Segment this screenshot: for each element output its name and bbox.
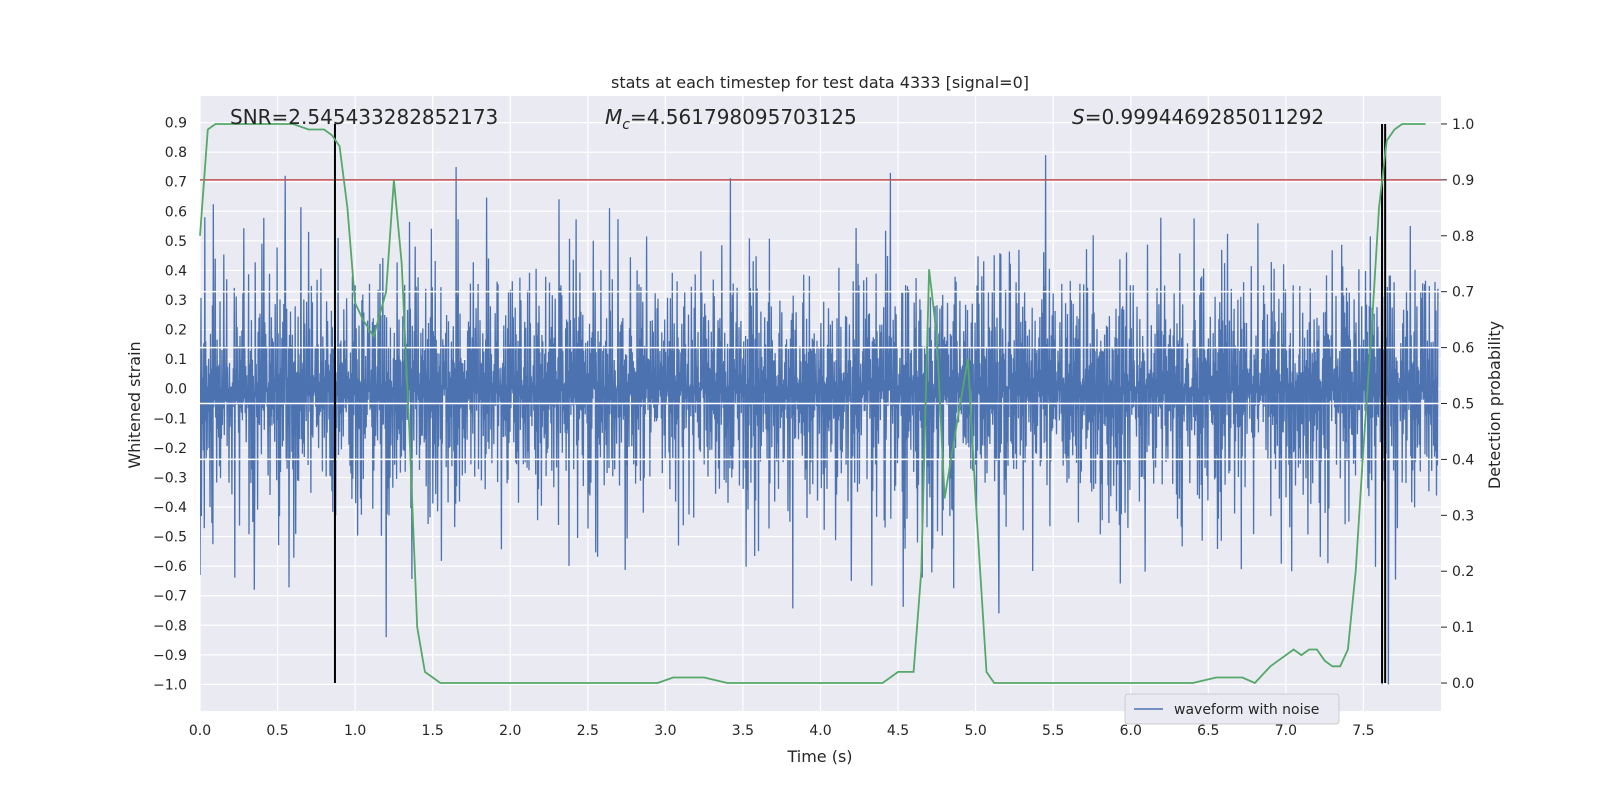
y-right-tick-label: 0.3 (1452, 508, 1474, 524)
x-tick-label: 1.0 (344, 723, 366, 739)
x-tick-label: 6.5 (1197, 723, 1219, 739)
y-left-tick-label: −0.4 (153, 500, 187, 516)
chart-title: stats at each timestep for test data 433… (611, 73, 1029, 92)
x-tick-label: 7.0 (1275, 723, 1297, 739)
y-right-axis-ticks: 1.0 0.9 0.8 0.7 0.6 0.5 0.4 0.3 0.2 0.1 0.0 (1441, 117, 1474, 692)
y-right-tick-label: 0.5 (1452, 397, 1474, 413)
x-tick-label: 2.0 (499, 723, 521, 739)
legend: waveform with noise (1124, 693, 1340, 725)
y-left-tick-label: −0.3 (153, 470, 187, 486)
y-left-axis-label: Whitened strain (125, 341, 144, 468)
y-left-tick-label: 0.7 (165, 175, 187, 191)
y-left-tick-label: 0.6 (165, 204, 187, 220)
y-right-tick-label: 0.6 (1452, 341, 1474, 357)
x-tick-label: 0.5 (266, 723, 288, 739)
y-left-tick-label: 0.4 (165, 263, 187, 279)
x-tick-label: 2.5 (577, 723, 599, 739)
s-symbol: S (1072, 105, 1085, 129)
y-left-tick-label: 0.2 (165, 323, 187, 339)
y-left-tick-label: −0.6 (153, 559, 187, 575)
y-left-axis-ticks: 0.9 0.8 0.7 0.6 0.5 0.4 0.3 0.2 0.1 0.0 −0.1 −0.2 −0… (153, 116, 187, 694)
vertical-markers (333, 123, 1387, 684)
y-left-tick-label: 0.8 (165, 145, 187, 161)
y-left-tick-label: 0.0 (165, 382, 187, 398)
mc-value: =4.561798095703125 (630, 105, 857, 129)
y-right-tick-label: 0.9 (1452, 173, 1474, 189)
x-tick-label: 4.5 (887, 723, 909, 739)
x-tick-label: 7.5 (1352, 723, 1374, 739)
y-right-tick-label: 0.2 (1452, 564, 1474, 580)
score-annotation: S=0.9994469285011292 (1072, 105, 1324, 129)
x-axis-label: Time (s) (786, 747, 852, 766)
y-left-tick-label: 0.9 (165, 116, 187, 132)
legend-label: waveform with noise (1174, 702, 1319, 718)
y-right-tick-label: 0.1 (1452, 620, 1474, 636)
y-right-axis-label: Detection probability (1485, 321, 1504, 489)
x-tick-label: 5.5 (1042, 723, 1064, 739)
x-tick-label: 5.0 (964, 723, 986, 739)
chirp-mass-annotation: Mc=4.561798095703125 (605, 105, 857, 133)
white-horizontal-lines (200, 290, 1441, 461)
y-right-tick-label: 0.4 (1452, 452, 1474, 468)
s-value: =0.9994469285011292 (1085, 105, 1324, 129)
x-tick-label: 1.5 (422, 723, 444, 739)
snr-annotation: SNR=2.545433282852173 (230, 105, 498, 129)
mc-symbol: M (605, 105, 622, 129)
y-left-tick-label: −1.0 (153, 677, 187, 693)
x-axis-ticks: 0.0 0.5 1.0 1.5 2.0 2.5 3.0 3.5 4.0 4.5 5.0 5.5 6.0 6… (189, 723, 1375, 739)
detection-probability-line (199, 123, 1426, 685)
y-right-tick-label: 0.8 (1452, 229, 1474, 245)
legend-box (1124, 693, 1340, 725)
y-right-tick-label: 0.7 (1452, 285, 1474, 301)
x-tick-label: 3.5 (732, 723, 754, 739)
y-left-tick-label: −0.1 (153, 411, 187, 427)
x-tick-label: 6.0 (1120, 723, 1142, 739)
y-left-tick-label: 0.3 (165, 293, 187, 309)
y-left-tick-label: −0.9 (153, 648, 187, 664)
y-right-tick-label: 0.0 (1452, 676, 1474, 692)
y-left-tick-label: −0.2 (153, 441, 187, 457)
x-tick-label: 0.0 (189, 723, 211, 739)
y-left-tick-label: 0.5 (165, 234, 187, 250)
y-left-tick-label: −0.5 (153, 530, 187, 546)
mc-subscript: c (622, 117, 630, 133)
y-left-tick-label: −0.7 (153, 589, 187, 605)
y-right-tick-label: 1.0 (1452, 117, 1474, 133)
x-tick-label: 4.0 (809, 723, 831, 739)
y-left-tick-label: −0.8 (153, 618, 187, 634)
y-left-tick-label: 0.1 (165, 352, 187, 368)
x-tick-label: 3.0 (654, 723, 676, 739)
